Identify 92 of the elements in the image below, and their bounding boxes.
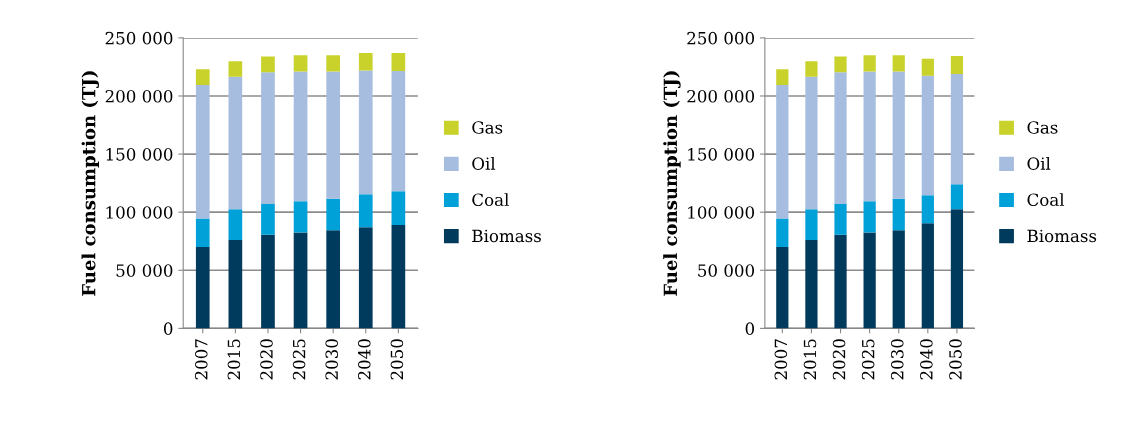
bar [834, 234, 847, 329]
bar [921, 75, 934, 196]
bar [863, 201, 876, 233]
bar [293, 71, 308, 202]
bar [776, 247, 789, 329]
x-tick-label: 2040 [357, 339, 371, 380]
x-tick-label: 2030 [325, 339, 338, 380]
legend-label: Coal [1027, 193, 1065, 207]
y-tick-label: 200 000 [105, 89, 173, 103]
bar [326, 198, 341, 231]
bar [834, 204, 847, 235]
bar [293, 232, 308, 329]
x-tick-label: 2025 [292, 339, 306, 380]
bar [326, 55, 341, 72]
y-tick-label: 150 000 [106, 148, 173, 161]
x-tick-label: 2025 [861, 339, 875, 380]
y-tick-label: 100 000 [106, 206, 173, 219]
bar [950, 73, 964, 185]
bar [863, 232, 876, 329]
y-tick-label: 0 [745, 322, 755, 335]
bar [195, 218, 210, 248]
y-tick-label: 0 [163, 322, 173, 335]
bar [391, 224, 406, 329]
bar [358, 70, 373, 195]
x-tick-label: 2015 [227, 339, 241, 380]
bar [863, 71, 876, 202]
bar [776, 84, 789, 219]
legend-label: Gas [472, 121, 503, 134]
x-tick-label: 2015 [803, 339, 817, 380]
bar [950, 55, 964, 74]
x-tick-label: 2020 [832, 339, 846, 380]
bar [950, 209, 964, 329]
bar [293, 201, 308, 233]
bar [228, 209, 243, 241]
y-tick-label: 250 000 [105, 31, 173, 45]
bar [261, 204, 275, 235]
bar [921, 223, 934, 329]
x-tick-label: 2030 [890, 339, 904, 380]
x-tick-label: 2050 [390, 339, 404, 380]
bar [228, 76, 243, 210]
y-tick-label: 200 000 [687, 89, 755, 103]
bar [863, 55, 876, 72]
bar [834, 56, 847, 73]
x-tick-label: 2040 [920, 339, 933, 380]
bar [261, 72, 275, 205]
bar [195, 69, 210, 85]
bar [892, 198, 905, 231]
bar [921, 58, 934, 76]
bar [950, 184, 964, 210]
bar [892, 55, 905, 72]
bar [195, 84, 210, 219]
x-tick-label: 2007 [774, 339, 788, 380]
y-tick-label: 100 000 [688, 206, 755, 219]
bar [326, 71, 341, 199]
bar [805, 240, 818, 329]
bar [776, 218, 789, 248]
bar [358, 194, 373, 228]
y-tick-label: 50 000 [698, 264, 755, 277]
x-tick-label: 2020 [260, 339, 273, 380]
legend-label: Coal [472, 193, 509, 207]
bar [776, 69, 789, 85]
bar [921, 195, 934, 224]
y-tick-label: 250 000 [687, 31, 755, 45]
bar [805, 76, 818, 210]
bar [892, 71, 905, 199]
bar [326, 230, 341, 329]
bar [228, 61, 243, 77]
y-tick-label: 50 000 [116, 264, 173, 277]
bar [293, 55, 308, 72]
legend-label: Oil [1027, 157, 1051, 170]
y-axis-title: Fuel consumption (TJ) [663, 71, 681, 296]
bar [358, 53, 373, 71]
legend-label: Oil [472, 157, 496, 170]
bar [834, 72, 847, 205]
bar [358, 227, 373, 329]
bar [261, 56, 275, 73]
bar [805, 61, 818, 77]
bar [892, 230, 905, 329]
bar [228, 240, 243, 329]
bar [195, 247, 210, 329]
legend-label: Biomass [1027, 229, 1097, 243]
y-tick-label: 150 000 [688, 148, 755, 161]
bar [805, 209, 818, 241]
bar [261, 234, 275, 329]
x-tick-label: 2007 [194, 339, 208, 380]
x-tick-label: 2050 [949, 339, 962, 380]
bar [391, 71, 406, 192]
bar [391, 191, 406, 225]
y-axis-title: Fuel consumption (TJ) [81, 71, 99, 296]
legend-label: Biomass [472, 229, 541, 243]
legend-label: Gas [1027, 121, 1058, 134]
bar [391, 53, 406, 72]
